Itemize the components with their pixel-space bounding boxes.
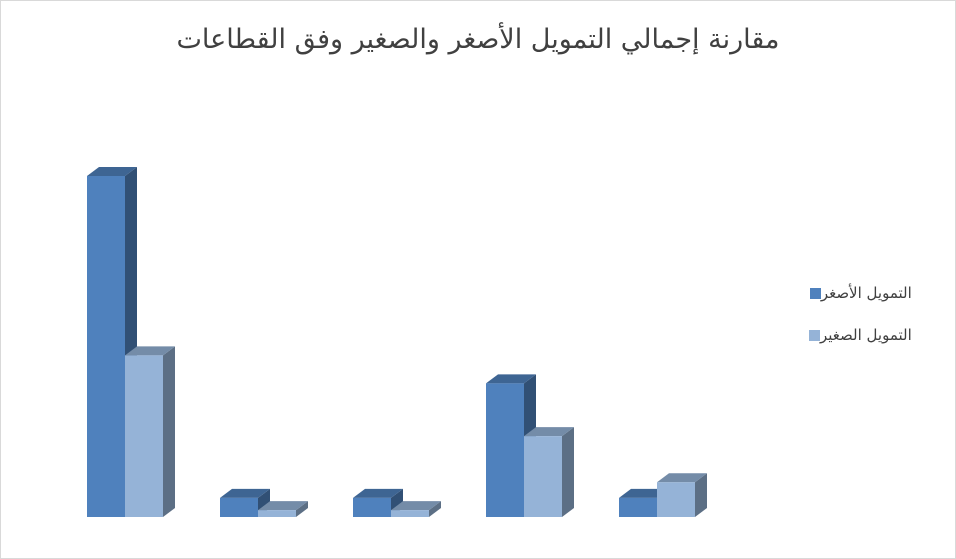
legend-swatch-series-2 [809,329,820,341]
bar-front [220,497,258,517]
bar-top [125,346,175,356]
bar-top [486,374,536,384]
legend-item-series-1: التمويل الأصغر [803,282,912,304]
bar-front [524,436,562,517]
bar-front [619,497,657,517]
bar-side [163,346,175,517]
bar-series-2-category-5 [657,473,707,517]
bar-side [429,501,441,517]
bar-top [524,427,574,437]
bar-series-2-category-4 [524,427,574,517]
bar-front [391,510,429,517]
legend-label-series-2: التمويل الصغير [820,326,912,344]
bar-front [353,497,391,517]
legend-item-series-2: التمويل الصغير [803,324,912,346]
bar-series-2-category-3 [391,501,441,517]
bar-side [695,473,707,517]
bar-top [353,488,403,498]
bar-front [125,355,163,517]
bar-top [391,501,441,511]
bar-series-2-category-1 [125,346,175,517]
bar-front [258,510,296,517]
bar-top [619,488,669,498]
bar-front [87,176,125,517]
chart-title: مقارنة إجمالي التمويل الأصغر والصغير وفق… [176,24,780,55]
bar-top [87,167,137,176]
bar-side [562,427,574,517]
bar-side [296,501,308,517]
bar-front [486,383,524,517]
bar-series-2-category-2 [258,501,308,517]
legend-label-series-1: التمويل الأصغر [820,284,912,302]
bar-top [258,501,308,511]
bar-front [657,482,695,517]
legend: التمويل الأصغر التمويل الصغير [803,282,912,366]
legend-swatch-series-1 [809,287,821,299]
bar-top [220,488,270,498]
bar-top [657,473,707,483]
